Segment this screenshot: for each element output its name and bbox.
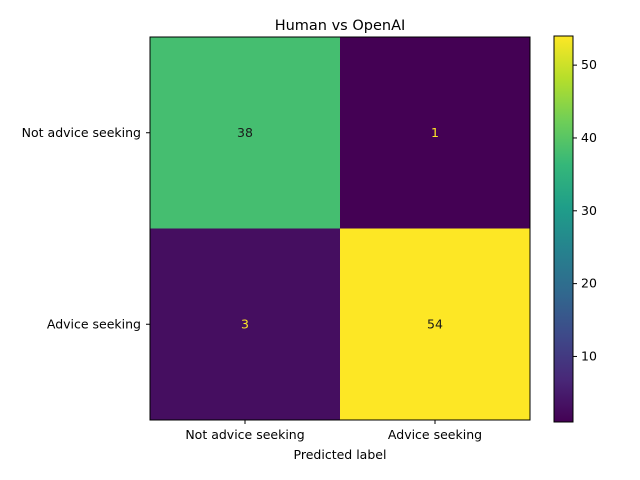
colorbar-tick-label: 30 [581, 203, 597, 218]
plot-frame [149, 36, 531, 421]
heatmap-cell-labels: 38 1 3 54 [237, 125, 443, 332]
x-tick-label: Advice seeking [388, 427, 482, 442]
x-axis-ticks: Not advice seeking Advice seeking [185, 420, 482, 442]
cell-value-label: 3 [241, 316, 249, 331]
colorbar-tick-label: 50 [581, 57, 597, 72]
heatmap-cell [340, 37, 530, 229]
colorbar-ticks: 10 20 30 40 50 [573, 57, 597, 363]
cell-value-label: 38 [237, 125, 253, 140]
y-tick-label: Advice seeking [47, 316, 141, 331]
chart-title: Human vs OpenAI [275, 18, 406, 34]
x-axis-label: Predicted label [294, 447, 387, 462]
x-tick-label: Not advice seeking [185, 427, 304, 442]
y-axis-ticks: Not advice seeking Advice seeking [22, 125, 150, 331]
heatmap-cell [150, 228, 340, 420]
colorbar [553, 35, 574, 423]
colorbar-tick-label: 10 [581, 348, 597, 363]
heatmap-cell [150, 37, 340, 229]
colorbar-tick-label: 40 [581, 130, 597, 145]
colorbar-tick-label: 20 [581, 276, 597, 291]
heatmap-cells [150, 37, 530, 420]
heatmap-cell [340, 228, 530, 420]
cell-value-label: 54 [427, 316, 443, 331]
cell-value-label: 1 [431, 125, 439, 140]
y-tick-label: Not advice seeking [22, 125, 141, 140]
